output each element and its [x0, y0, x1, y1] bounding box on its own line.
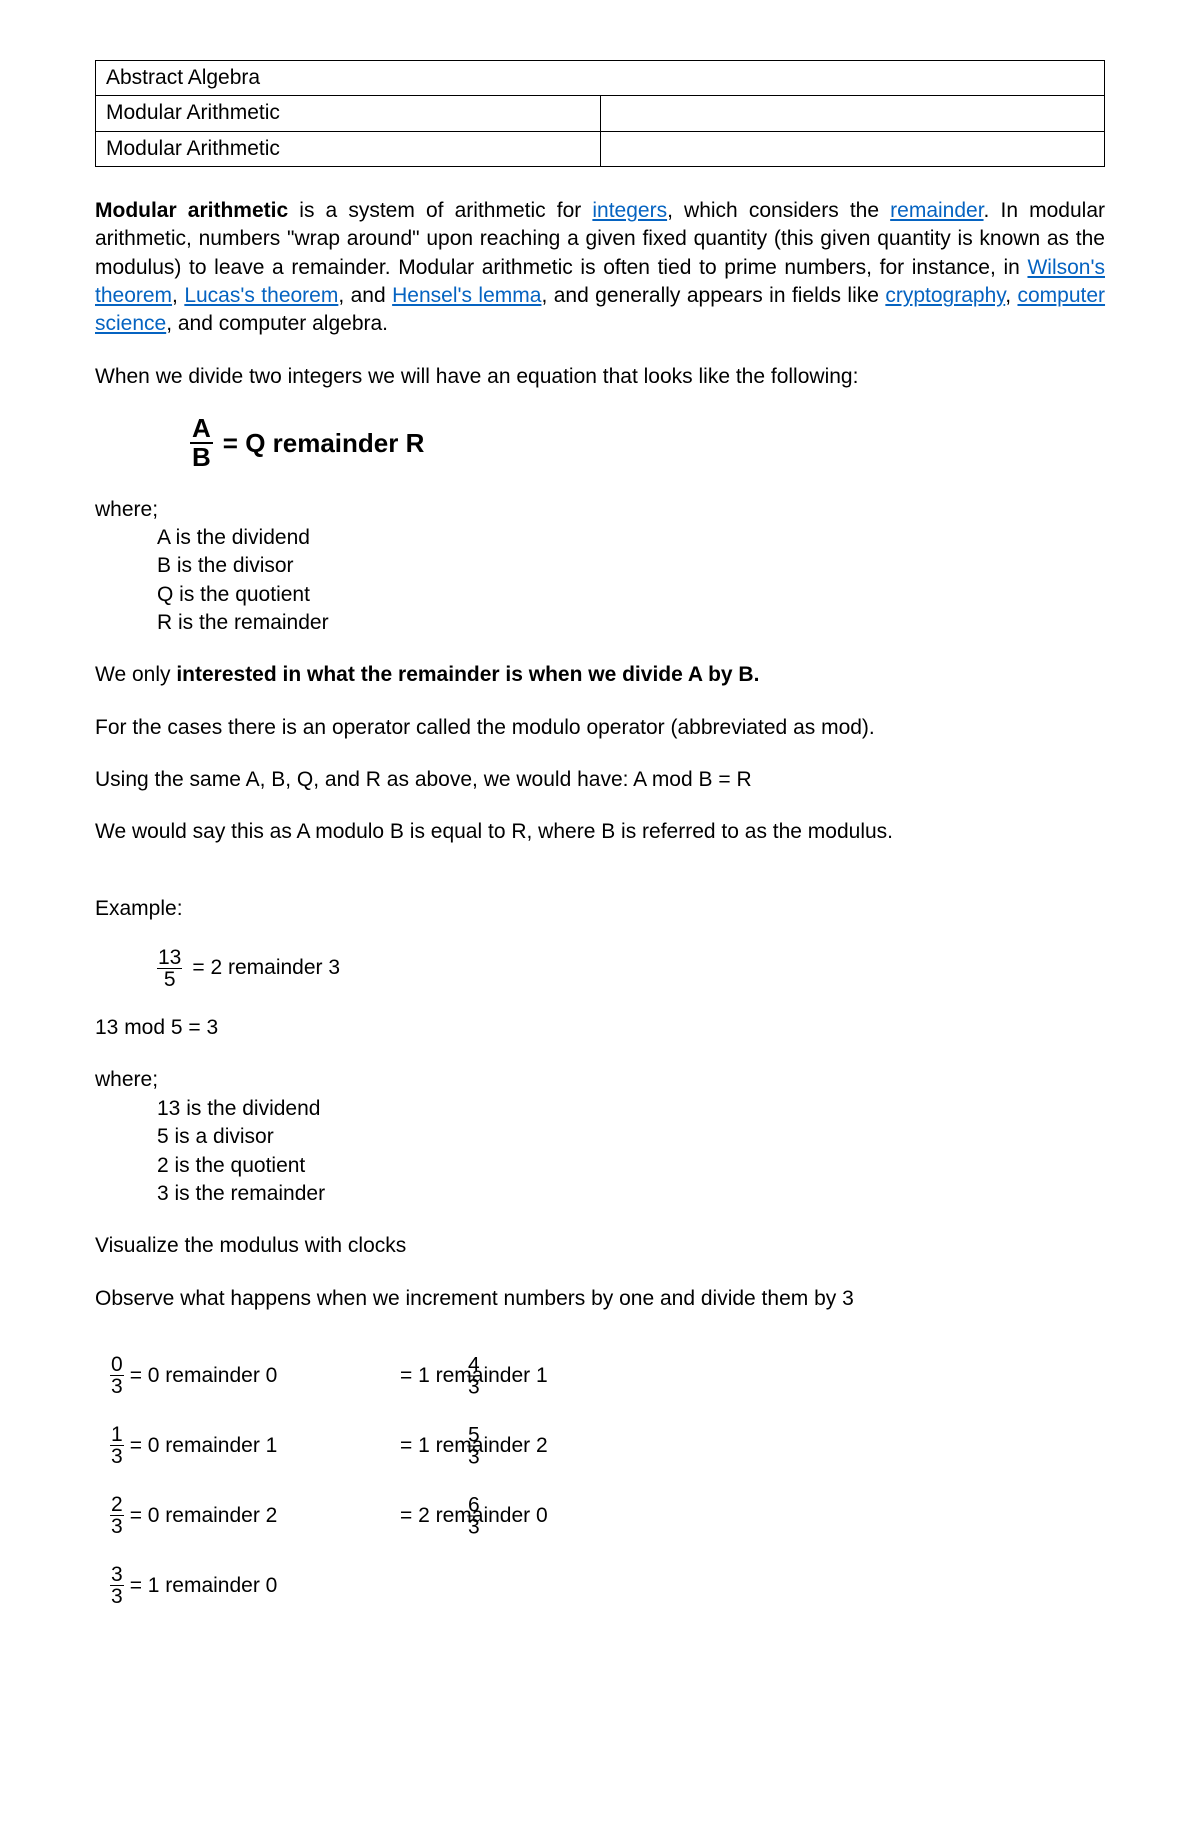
example-fraction-den: 5: [163, 969, 177, 990]
paragraph-using: Using the same A, B, Q, and R as above, …: [95, 766, 1105, 794]
intro-lead: Modular arithmetic: [95, 199, 288, 222]
main-equation-rest: = Q remainder R: [223, 426, 425, 461]
only-pre: We only: [95, 663, 176, 686]
header-row-2-left: Modular Arithmetic: [96, 96, 601, 131]
where1-l2: B is the divisor: [157, 552, 1105, 580]
main-fraction: A B: [190, 415, 213, 472]
clock5-den: 3: [467, 1446, 481, 1467]
where1-l3: Q is the quotient: [157, 581, 1105, 609]
where2-l1: 13 is the dividend: [157, 1095, 1105, 1123]
intro-t7: ,: [1005, 284, 1017, 307]
example-fraction-num: 13: [157, 947, 182, 969]
clock-row-4: = 1 remainder 1 4 3: [400, 1353, 690, 1399]
header-row-2-right: [600, 96, 1105, 131]
clock0-den: 3: [110, 1376, 124, 1397]
main-equation: A B = Q remainder R: [190, 415, 1105, 472]
clock-row-0: 0 3 = 0 remainder 0: [110, 1353, 400, 1399]
where2-l3: 2 is the quotient: [157, 1152, 1105, 1180]
clock1-num: 1: [110, 1424, 124, 1446]
clock1-den: 3: [110, 1446, 124, 1467]
clock-frac-6: 6 3: [467, 1494, 481, 1537]
example-equation-rest: = 2 remainder 3: [192, 954, 340, 982]
clock-col-2: = 1 remainder 1 4 3 = 1 remainder 2 5 3 …: [400, 1353, 690, 1633]
example-fraction: 13 5: [157, 947, 182, 990]
where-label-1: where;: [95, 496, 1105, 524]
intro-t6: , and generally appears in fields like: [541, 284, 885, 307]
where2-l2: 5 is a divisor: [157, 1123, 1105, 1151]
link-integers[interactable]: integers: [592, 199, 667, 222]
intro-t1: is a system of arithmetic for: [288, 199, 592, 222]
clock4-num: 4: [467, 1354, 481, 1376]
clock-frac-3: 3 3: [110, 1564, 124, 1607]
paragraph-only-interested: We only interested in what the remainder…: [95, 661, 1105, 689]
clock-frac-2: 2 3: [110, 1494, 124, 1537]
clock2-num: 2: [110, 1494, 124, 1516]
clock5-overlap: = 1 remainder 2 5 3: [400, 1432, 548, 1460]
intro-t4: ,: [172, 284, 184, 307]
clock0-num: 0: [110, 1354, 124, 1376]
clock1-rest: = 0 remainder 1: [130, 1432, 278, 1460]
clock4-overlap: = 1 remainder 1 4 3: [400, 1362, 548, 1390]
clock-col-1: 0 3 = 0 remainder 0 1 3 = 0 remainder 1 …: [110, 1353, 400, 1633]
header-row-3-right: [600, 131, 1105, 166]
header-row-1: Abstract Algebra: [96, 61, 1105, 96]
header-row-3-left: Modular Arithmetic: [96, 131, 601, 166]
paragraph-observe: Observe what happens when we increment n…: [95, 1285, 1105, 1313]
header-table: Abstract Algebra Modular Arithmetic Modu…: [95, 60, 1105, 167]
where2-l4: 3 is the remainder: [157, 1180, 1105, 1208]
paragraph-divide: When we divide two integers we will have…: [95, 363, 1105, 391]
main-fraction-num: A: [190, 415, 213, 444]
where-block-1: where; A is the dividend B is the diviso…: [95, 496, 1105, 638]
where1-l1: A is the dividend: [157, 524, 1105, 552]
clock3-den: 3: [110, 1586, 124, 1607]
clock-frac-1: 1 3: [110, 1424, 124, 1467]
clock0-rest: = 0 remainder 0: [130, 1362, 278, 1390]
paragraph-cases: For the cases there is an operator calle…: [95, 714, 1105, 742]
intro-t8: , and computer algebra.: [166, 312, 388, 335]
clock-row-2: 2 3 = 0 remainder 2: [110, 1493, 400, 1539]
clock5-num: 5: [467, 1424, 481, 1446]
paragraph-say: We would say this as A modulo B is equal…: [95, 818, 1105, 846]
clock-row-6: = 2 remainder 0 6 3: [400, 1493, 690, 1539]
clock-columns: 0 3 = 0 remainder 0 1 3 = 0 remainder 1 …: [110, 1353, 1105, 1633]
intro-t2: , which considers the: [667, 199, 890, 222]
clock-row-5: = 1 remainder 2 5 3: [400, 1423, 690, 1469]
clock4-den: 3: [467, 1376, 481, 1397]
main-fraction-den: B: [190, 444, 213, 471]
clock3-num: 3: [110, 1564, 124, 1586]
clock-frac-0: 0 3: [110, 1354, 124, 1397]
where-label-2: where;: [95, 1066, 1105, 1094]
link-hensel[interactable]: Hensel's lemma: [392, 284, 541, 307]
clock6-den: 3: [467, 1516, 481, 1537]
clock3-rest: = 1 remainder 0: [130, 1572, 278, 1600]
paragraph-visualize: Visualize the modulus with clocks: [95, 1232, 1105, 1260]
clock6-overlap: = 2 remainder 0 6 3: [400, 1502, 548, 1530]
paragraph-example: Example:: [95, 895, 1105, 923]
clock6-num: 6: [467, 1494, 481, 1516]
clock-frac-4: 4 3: [467, 1354, 481, 1397]
clock-row-1: 1 3 = 0 remainder 1: [110, 1423, 400, 1469]
where1-l4: R is the remainder: [157, 609, 1105, 637]
only-bold: interested in what the remainder is when…: [176, 663, 759, 686]
example-equation: 13 5 = 2 remainder 3: [157, 947, 1105, 990]
link-remainder[interactable]: remainder: [890, 199, 983, 222]
paragraph-mod13: 13 mod 5 = 3: [95, 1014, 1105, 1042]
intro-paragraph: Modular arithmetic is a system of arithm…: [95, 197, 1105, 339]
clock-row-3: 3 3 = 1 remainder 0: [110, 1563, 400, 1609]
clock-frac-5: 5 3: [467, 1424, 481, 1467]
link-cryptography[interactable]: cryptography: [885, 284, 1005, 307]
intro-t5: , and: [338, 284, 392, 307]
where-block-2: where; 13 is the dividend 5 is a divisor…: [95, 1066, 1105, 1208]
link-lucas[interactable]: Lucas's theorem: [184, 284, 338, 307]
clock2-rest: = 0 remainder 2: [130, 1502, 278, 1530]
clock2-den: 3: [110, 1516, 124, 1537]
